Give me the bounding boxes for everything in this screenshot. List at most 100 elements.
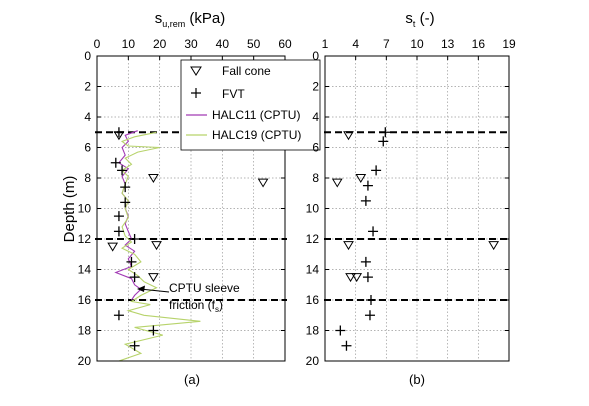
panel-a-y-ticks: 0 2 4 6 8 10 12 14 16 18 20 [78, 49, 285, 368]
fall-cone-point [355, 174, 367, 183]
legend-label-fvt: FVT [222, 87, 245, 101]
legend-item-fvt: FVT [191, 87, 245, 101]
fvt-point [335, 325, 346, 336]
fvt-point [371, 165, 382, 176]
fall-cone-point [488, 241, 500, 251]
x-tick-label: 16 [472, 37, 486, 51]
fvt-point [110, 157, 121, 168]
x-tick-label: 20 [153, 37, 167, 51]
fvt-point [129, 272, 140, 283]
fall-cone-point [107, 242, 119, 252]
y-tick-label: 20 [78, 354, 92, 368]
legend-item-fall-cone: Fall cone [190, 64, 271, 78]
y-tick-label: 18 [306, 324, 320, 338]
y-tick-label: 14 [306, 263, 320, 277]
fvt-point [378, 136, 389, 147]
fall-cone-point [343, 131, 354, 141]
fvt-point [113, 127, 124, 138]
x-tick-label: 10 [122, 37, 136, 51]
fvt-point [148, 325, 159, 336]
annotation-line-1: CPTU sleeve [169, 281, 240, 295]
fvt-point [126, 256, 137, 267]
fvt-point [380, 127, 391, 138]
y-tick-label: 20 [306, 354, 320, 368]
fvt-point [120, 182, 131, 193]
legend-plus-icon [191, 88, 201, 98]
fvt-point [129, 340, 140, 351]
fvt-point [360, 195, 371, 206]
fall-cone-point [151, 241, 162, 251]
x-tick-label: 19 [502, 37, 516, 51]
fvt-point [117, 165, 128, 176]
y-tick-label: 18 [78, 324, 92, 338]
legend: Fall cone FVT HALC11 (CPTU) HALC19 (CPTU… [180, 59, 321, 151]
fvt-point [341, 340, 352, 351]
panel-b-layer-boundaries [324, 131, 511, 301]
y-tick-label: 0 [84, 49, 91, 63]
fvt-point [366, 295, 376, 305]
y-tick-label: 6 [84, 141, 91, 155]
annotation-arrow-head-icon [137, 285, 145, 292]
y-tick-label: 10 [78, 202, 92, 216]
panel-b-grid [325, 56, 509, 361]
fall-cone-point [345, 273, 356, 283]
x-tick-label: 60 [278, 37, 292, 51]
y-tick-label: 16 [306, 293, 320, 307]
fvt-point [129, 234, 140, 244]
panel-a-label: (a) [184, 372, 200, 387]
fvt-point [113, 211, 124, 222]
legend-label-halc19: HALC19 (CPTU) [212, 128, 301, 142]
x-tick-label: 0 [94, 37, 101, 51]
y-tick-label: 8 [84, 171, 91, 185]
y-tick-label: 16 [78, 293, 92, 307]
legend-triangle-icon [190, 66, 202, 76]
fvt-point [362, 180, 373, 191]
panel-a-title: su,rem (kPa) [155, 10, 226, 29]
panel-b-y-ticks: 0 2 4 6 8 10 12 14 16 18 20 [306, 49, 509, 368]
fvt-point [360, 256, 371, 267]
annotation-line-2: friction (fs) [169, 298, 223, 314]
legend-item-halc19: HALC19 (CPTU) [186, 128, 301, 142]
fall-cone-point [331, 178, 343, 188]
x-tick-label: 50 [247, 37, 261, 51]
fvt-point [362, 272, 373, 283]
annotation-arrow-line [139, 288, 170, 293]
panel-a-x-ticks: 0 10 20 30 40 50 60 [94, 37, 292, 60]
x-tick-label: 30 [184, 37, 198, 51]
y-tick-label: 0 [312, 49, 319, 63]
panel-a-series [107, 127, 269, 362]
legend-item-halc11: HALC11 (CPTU) [186, 108, 300, 122]
x-tick-label: 7 [383, 37, 390, 51]
y-tick-label: 6 [312, 141, 319, 155]
y-axis-label: Depth (m) [61, 176, 78, 243]
fvt-point [120, 197, 131, 208]
x-tick-label: 13 [441, 37, 455, 51]
y-tick-label: 12 [306, 232, 320, 246]
fall-cone-point [148, 174, 159, 183]
x-tick-label: 10 [410, 37, 424, 51]
y-tick-label: 4 [84, 110, 91, 124]
panel-b-series [331, 127, 500, 351]
fvt-point [113, 310, 124, 321]
fall-cone-point [148, 273, 159, 283]
fvt-point [364, 310, 375, 321]
y-tick-label: 12 [78, 232, 92, 246]
y-tick-label: 2 [312, 80, 319, 94]
y-tick-label: 8 [312, 171, 319, 185]
y-tick-label: 10 [306, 202, 320, 216]
annotation-cptu-sleeve: CPTU sleeve friction (fs) [137, 281, 240, 314]
x-tick-label: 40 [216, 37, 230, 51]
series-line-halc19 [118, 131, 201, 362]
y-tick-label: 14 [78, 263, 92, 277]
panel-b-label: (b) [409, 372, 425, 387]
fall-cone-point [343, 241, 354, 251]
panel-b-title: st (-) [405, 10, 434, 29]
fvt-point [368, 226, 379, 237]
fvt-point [113, 226, 124, 237]
fall-cone-point [257, 178, 269, 188]
legend-label-fall-cone: Fall cone [222, 64, 271, 78]
y-tick-label: 2 [84, 80, 91, 94]
x-tick-label: 4 [352, 37, 359, 51]
